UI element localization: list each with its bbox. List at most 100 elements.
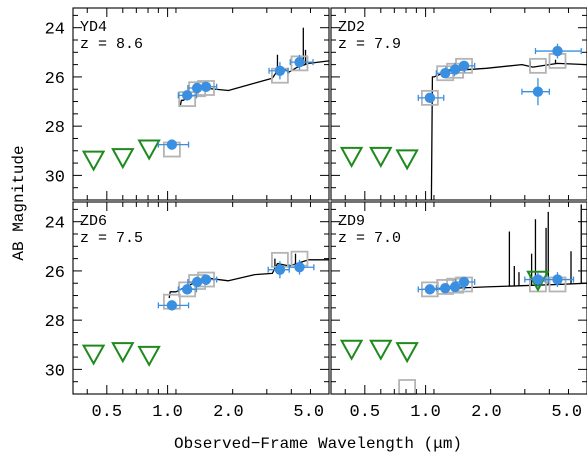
tick-marks [73,202,329,394]
panel-redshift: z = 8.6 [80,36,143,53]
detection-marker [166,300,178,311]
detection-point [544,272,575,287]
upper-limit-marker [137,139,161,161]
upper-limits [81,342,161,367]
detection-marker [458,60,470,72]
detection-marker [424,92,436,104]
x-tick-label: 5.0 [293,403,324,422]
tick-marks [331,202,587,394]
panel-redshift: z = 7.9 [338,36,401,53]
upper-limit-marker [369,339,393,361]
y-tick-label: 28 [45,119,65,138]
detection-marker [439,282,451,294]
upper-limits [339,146,419,171]
y-tick-label: 30 [45,168,65,187]
panel-redshift: z = 7.0 [338,230,401,247]
tick-marks [331,8,587,200]
detection-marker [449,281,461,293]
detection-point [177,284,198,295]
model-photometry [398,276,567,395]
x-tick-label: 5.0 [551,403,582,422]
panel-frame [330,7,587,201]
detection-point [267,261,290,279]
panel-name: YD4 [80,19,107,36]
x-tick-label: 2.0 [471,403,502,422]
x-tick-label: 0.5 [92,403,123,422]
upper-limit-marker [81,344,106,366]
model-spectrum [430,59,587,201]
panel-name: ZD6 [80,213,107,230]
tick-marks [73,8,329,200]
detections [417,43,582,106]
detection-marker [424,284,436,295]
detection-point [289,54,314,70]
detection-marker [166,139,178,150]
upper-limit-marker [339,339,364,361]
detection-marker [532,274,544,285]
y-axis-title: AB Magnitude [10,145,28,260]
axis-labels: AB Magnitude Observed−Frame Wavelength (… [10,145,462,453]
detection-marker [294,56,305,68]
detection-marker [181,90,193,101]
detection-point [521,78,550,106]
detection-marker [181,284,193,295]
model-photometry-box [529,57,547,74]
spectrum-continuum [179,60,330,106]
upper-limit-marker [369,146,393,168]
detection-point [288,259,315,275]
panel-redshift: z = 7.5 [80,230,143,247]
x-tick-label: 1.0 [410,403,441,422]
x-tick-label: 0.5 [350,403,381,422]
detection-marker [274,264,286,275]
y-tick-label: 26 [45,70,65,89]
detection-marker [439,68,451,79]
detection-marker [552,274,563,285]
upper-limit-marker [339,146,364,168]
upper-limit-marker [111,148,135,170]
panel-frame [330,201,587,395]
panel-frame [72,201,330,395]
detection-point [196,274,218,285]
detection-point [417,92,445,104]
detection-marker [458,276,470,288]
detection-point [157,300,190,311]
y-tick-label: 30 [45,362,65,381]
detection-marker [552,45,563,57]
upper-limit-marker [111,342,135,364]
y-tick-label: 28 [45,313,65,332]
detection-point [177,90,198,101]
panel-frame [72,7,330,201]
detection-point [534,43,582,59]
upper-limit-marker [137,345,161,367]
detection-point [445,281,466,293]
x-tick-label: 1.0 [152,403,183,422]
detection-point [454,60,476,72]
model-photometry [162,250,309,310]
model-photometry-box [398,379,417,395]
upper-limits [81,139,161,172]
detection-point [454,276,476,288]
detections [417,272,575,295]
panel-name: ZD9 [338,213,365,230]
spectrum-continuum [430,62,587,201]
detection-marker [294,262,305,273]
y-tick-label: 26 [45,264,65,283]
detection-marker [200,81,212,92]
x-tick-label: 2.0 [213,403,244,422]
upper-limit-marker [395,342,419,364]
detection-marker [274,65,286,76]
panel-name: ZD2 [338,19,365,36]
upper-limit-marker [395,149,419,171]
upper-limit-marker [81,150,106,172]
detections [157,54,314,150]
detection-point [157,139,190,150]
x-axis-title: Observed−Frame Wavelength (μm) [174,435,462,453]
detection-marker [449,64,461,75]
detection-point [196,81,218,92]
